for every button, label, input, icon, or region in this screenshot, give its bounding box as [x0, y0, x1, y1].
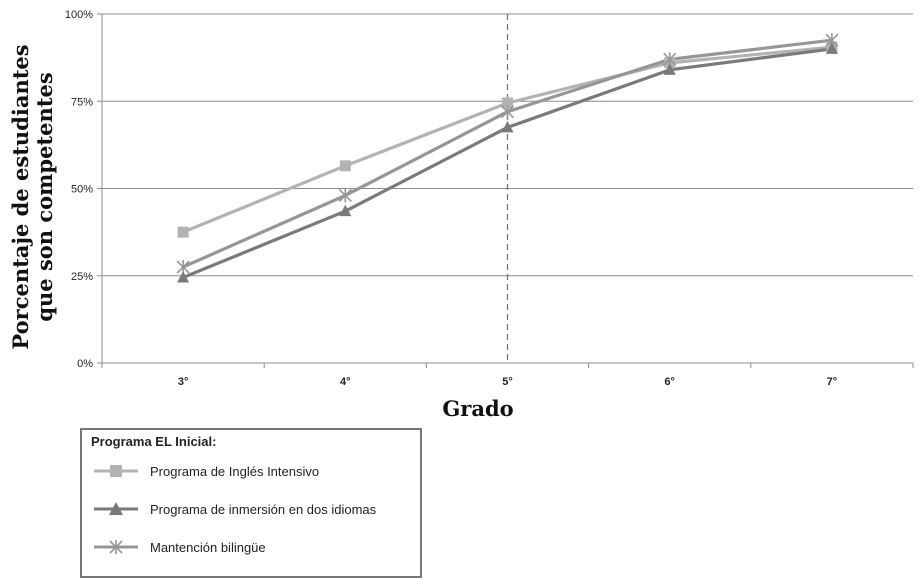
- legend: Programa EL Inicial: Programa de Inglés …: [80, 428, 422, 578]
- data-point-square: [339, 160, 351, 172]
- legend-swatch-square-icon: [94, 465, 138, 477]
- y-tick-label: 25%: [71, 271, 93, 283]
- data-point-triangle: [825, 42, 838, 54]
- legend-swatch-star-icon: [94, 540, 138, 554]
- legend-label: Programa de inmersión en dos idiomas: [150, 501, 377, 517]
- x-tick-label: 6°: [664, 376, 675, 388]
- legend-item-ingles-intensivo: Programa de Inglés Intensivo: [92, 459, 319, 483]
- x-tick-label: 4°: [340, 376, 351, 388]
- data-point-star: [338, 188, 352, 203]
- line-chart: 0% 25% 50% 75% 100% 3° 4° 5° 6° 7° Porcentaje de…: [8, 9, 914, 420]
- legend-label: Mantención bilingüe: [150, 539, 266, 555]
- y-tick-label: 75%: [71, 96, 93, 108]
- y-tick-labels: 0% 25% 50% 75% 100%: [65, 9, 93, 370]
- data-point-triangle: [339, 204, 352, 217]
- y-axis-label-line1: Porcentaje de estudiantes: [8, 44, 33, 349]
- data-point-square: [177, 226, 189, 238]
- y-tick-label: 50%: [71, 184, 93, 196]
- legend-title: Programa EL Inicial:: [91, 434, 217, 449]
- axes: [97, 13, 914, 368]
- data-point-triangle: [501, 120, 514, 133]
- x-tick-label: 5°: [502, 376, 513, 388]
- x-tick-labels: 3° 4° 5° 6° 7°: [178, 376, 837, 388]
- legend-swatch-triangle-icon: [94, 502, 138, 515]
- legend-item-mantencion: Mantención bilingüe: [92, 535, 266, 559]
- legend-label: Programa de Inglés Intensivo: [150, 463, 320, 479]
- data-point-triangle: [177, 270, 190, 283]
- legend-item-inmersion: Programa de inmersión en dos idiomas: [92, 497, 376, 521]
- series-line-triangle: [182, 47, 833, 279]
- y-axis-label-line2: que son competentes: [32, 72, 57, 321]
- x-axis-label: Grado: [442, 396, 513, 420]
- data-series: [176, 33, 839, 283]
- data-point-triangle: [663, 63, 676, 75]
- y-tick-label: 100%: [65, 9, 93, 21]
- data-point-square: [502, 97, 513, 109]
- data-point-star: [500, 104, 515, 119]
- x-tick-label: 7°: [827, 376, 838, 388]
- y-tick-label: 0%: [77, 358, 93, 370]
- x-tick-label: 3°: [178, 376, 189, 388]
